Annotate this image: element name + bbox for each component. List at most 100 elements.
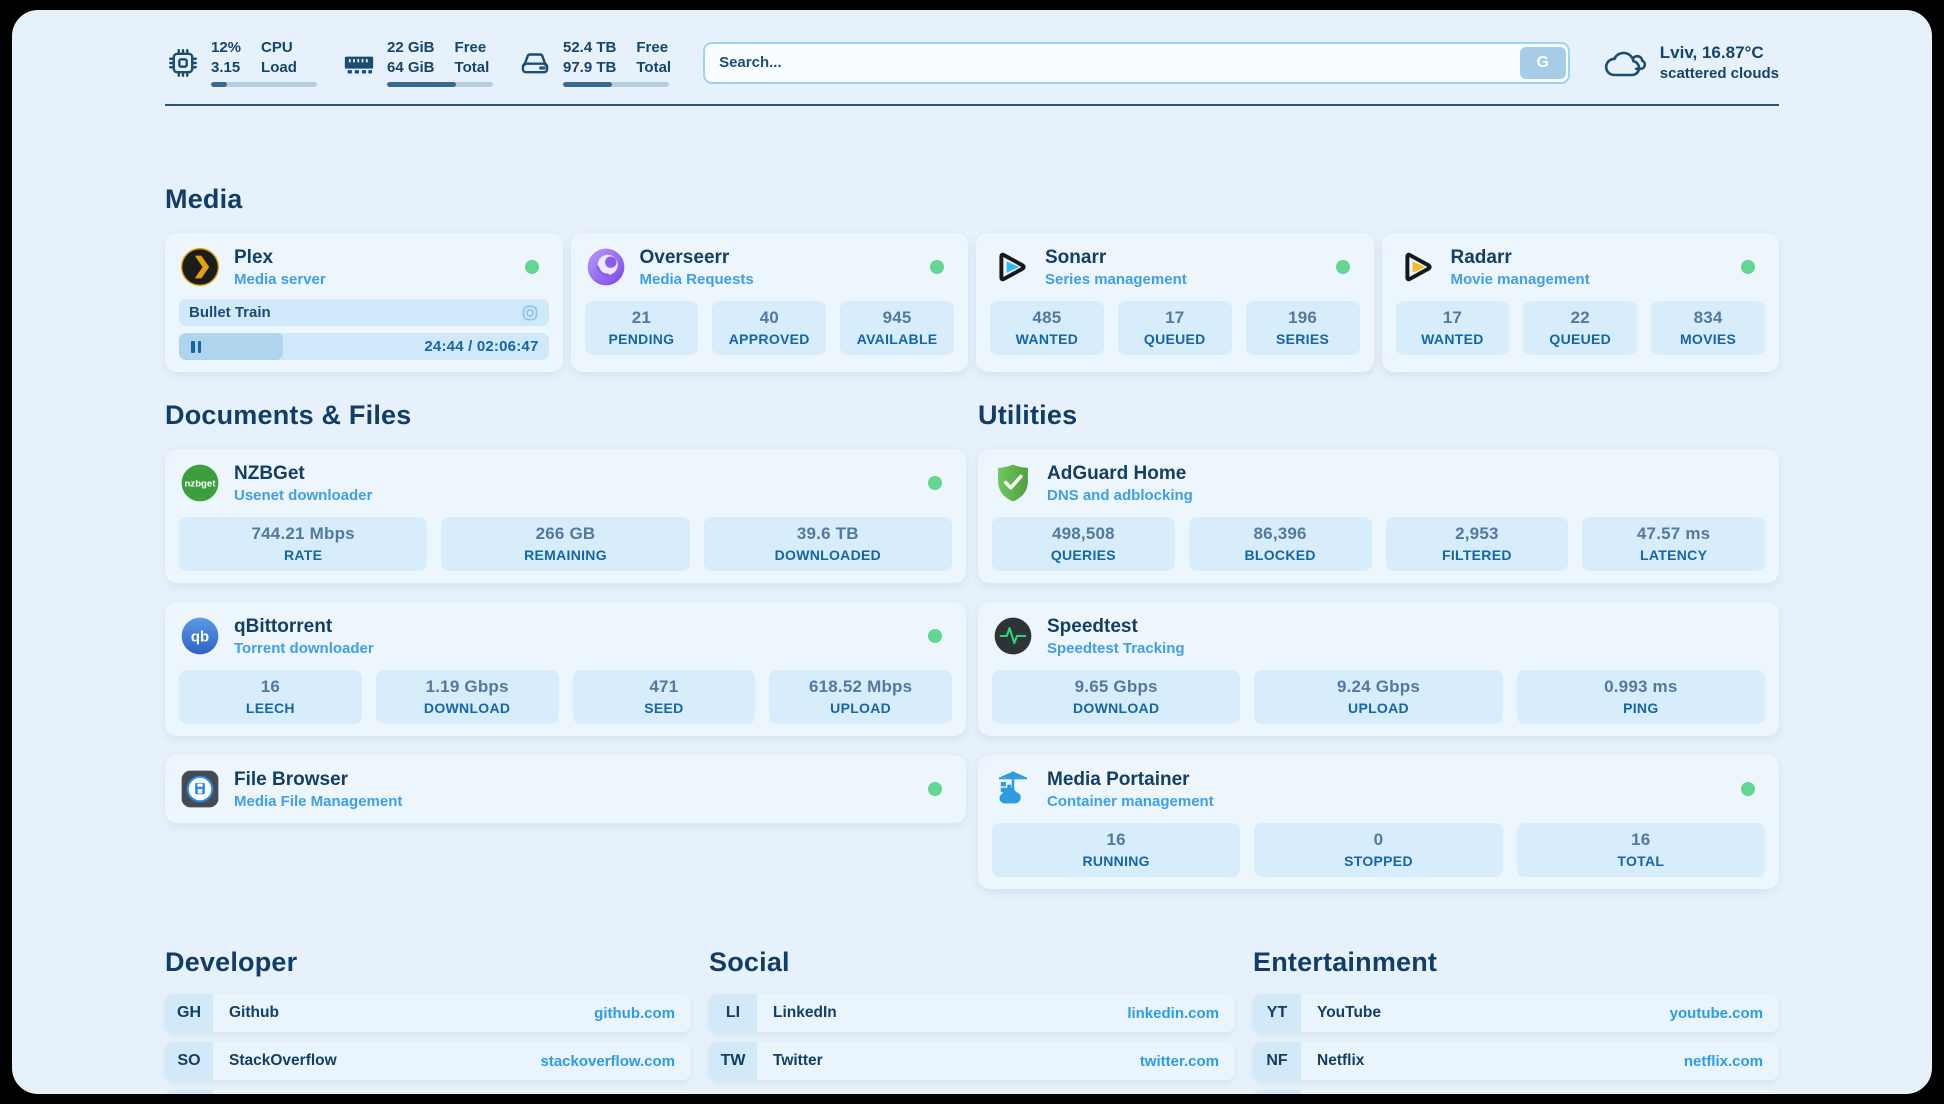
section-title-media: Media: [165, 184, 243, 214]
app-name: Sonarr: [1045, 246, 1107, 268]
cpu-values: 12% 3.15: [211, 39, 242, 76]
app-card-plex[interactable]: Plex Media server Bullet Train: [165, 233, 563, 372]
section-title-entertainment: Entertainment: [1253, 947, 1438, 977]
bookmark-netflix[interactable]: NF Netflix netflix.com: [1253, 1042, 1779, 1080]
bookmark-abbr: LI: [709, 994, 757, 1032]
weather-condition: scattered clouds: [1659, 65, 1779, 82]
system-stats: 12% 3.15 CPU Load: [165, 38, 671, 87]
app-description: Movie management: [1450, 270, 1590, 288]
ram-values: 22 GiB 64 GiB: [387, 39, 435, 76]
stat-tile: 9.24 Gbps UPLOAD: [1254, 670, 1503, 724]
stat-tile: 196 SERIES: [1245, 301, 1360, 355]
stat-tile: 834 MOVIES: [1651, 301, 1765, 355]
bookmark-reddit[interactable]: RE Reddit reddit.com: [1253, 1090, 1779, 1094]
app-description: Media File Management: [234, 792, 403, 810]
stat-tile: 47.57 ms LATENCY: [1582, 517, 1765, 571]
bookmark-abbr: RE: [1253, 1090, 1301, 1094]
stat-tile: 498,508 QUERIES: [992, 517, 1175, 571]
stat-tile: 744.21 Mbps RATE: [179, 517, 428, 571]
cpu-labels: CPU Load: [261, 39, 297, 76]
dashboard-window: 12% 3.15 CPU Load: [12, 10, 1932, 1094]
status-online-dot: [928, 782, 942, 796]
bookmark-abbr: YT: [1253, 994, 1301, 1032]
top-bar: 12% 3.15 CPU Load: [165, 10, 1779, 87]
bookmark-youtube[interactable]: YT YouTube youtube.com: [1253, 994, 1779, 1032]
svg-text:qb: qb: [191, 629, 209, 645]
bookmark-group-entertainment: Entertainment YT YouTube youtube.com NF …: [1253, 947, 1779, 1094]
radarr-icon: [1396, 246, 1438, 288]
stat-tile: 17 WANTED: [1395, 301, 1510, 355]
app-card-speedtest[interactable]: Speedtest Speedtest Tracking 9.65 Gbps D…: [978, 602, 1779, 736]
bookmark-url: youtube.com: [1669, 1004, 1763, 1022]
app-name: NZBGet: [234, 462, 305, 484]
status-online-dot: [1741, 782, 1755, 796]
stat-tile: 9.65 Gbps DOWNLOAD: [992, 670, 1241, 724]
stat-tile: 0.993 ms PING: [1516, 670, 1765, 724]
search-input[interactable]: [705, 54, 1520, 71]
stat-tile: 471 SEED: [572, 670, 756, 724]
app-card-adguard[interactable]: AdGuard Home DNS and adblocking 498,508 …: [978, 449, 1779, 583]
app-description: Media Requests: [639, 270, 754, 288]
stat-tile: 86,396 BLOCKED: [1188, 517, 1372, 571]
stat-tile: 39.6 TB DOWNLOADED: [703, 517, 952, 571]
stat-tile: 945 AVAILABLE: [840, 301, 954, 355]
app-card-sonarr[interactable]: Sonarr Series management 485 WANTED 17 Q…: [976, 233, 1374, 372]
bookmark-name: Twitter: [773, 1052, 823, 1069]
now-playing-title: Bullet Train: [189, 304, 271, 321]
portainer-icon: [992, 768, 1034, 810]
svg-text:nzbget: nzbget: [185, 479, 217, 490]
bookmark-github[interactable]: GH Github github.com: [165, 994, 691, 1032]
cpu-icon: [165, 45, 201, 81]
app-card-portainer[interactable]: Media Portainer Container management 16 …: [978, 755, 1779, 889]
ram-icon: [341, 45, 377, 81]
disk-labels: Free Total: [636, 39, 672, 76]
app-card-radarr[interactable]: Radarr Movie management 17 WANTED 22 QUE…: [1381, 233, 1779, 372]
app-name: Media Portainer: [1047, 768, 1190, 790]
app-name: Radarr: [1450, 246, 1512, 268]
bookmark-twitter[interactable]: TW Twitter twitter.com: [709, 1042, 1235, 1080]
bookmark-abbr: TW: [709, 1042, 757, 1080]
weather-widget[interactable]: Lviv, 16.87°C scattered clouds: [1602, 43, 1779, 82]
stat-tile: 16 RUNNING: [992, 823, 1241, 877]
app-card-overseerr[interactable]: Overseerr Media Requests 21 PENDING 40 A…: [570, 233, 968, 372]
search-engine-button[interactable]: G: [1519, 46, 1566, 79]
bookmark-linkedin[interactable]: LI LinkedIn linkedin.com: [709, 994, 1235, 1032]
app-name: Overseerr: [639, 246, 730, 268]
session-info-icon[interactable]: [521, 304, 539, 322]
app-name: Plex: [234, 246, 274, 268]
disk-values: 52.4 TB 97.9 TB: [563, 39, 617, 76]
app-name: Speedtest: [1047, 615, 1138, 637]
bookmark-stackoverflow[interactable]: SO StackOverflow stackoverflow.com: [165, 1042, 691, 1080]
playback-time: 24:44 / 02:06:47: [424, 338, 539, 355]
disk-icon: [517, 45, 553, 81]
bookmark-url: twitter.com: [1139, 1052, 1219, 1070]
stat-tile: 618.52 Mbps UPLOAD: [769, 670, 952, 724]
adguard-icon: [992, 462, 1034, 504]
app-description: DNS and adblocking: [1047, 486, 1193, 504]
status-online-dot: [524, 260, 539, 274]
section-title-documents: Documents & Files: [165, 400, 412, 430]
app-card-filebrowser[interactable]: File Browser Media File Management: [165, 755, 966, 823]
app-description: Media server: [234, 270, 326, 288]
bookmark-abbr: SO: [165, 1042, 213, 1080]
stat-tile: 21 PENDING: [584, 301, 699, 355]
app-name: qBittorrent: [234, 615, 333, 637]
section-title-developer: Developer: [165, 947, 298, 977]
app-card-nzbget[interactable]: nzbget NZBGet Usenet downloader 744.21 M…: [165, 449, 966, 583]
sonarr-icon: [990, 246, 1032, 288]
playback-progress-bar[interactable]: 24:44 / 02:06:47: [179, 333, 549, 360]
cloud-icon: [1602, 44, 1648, 82]
pause-icon[interactable]: [191, 340, 201, 353]
overseerr-icon: [585, 246, 627, 288]
nzbget-icon: nzbget: [179, 462, 221, 504]
stat-tile: 16 TOTAL: [1516, 823, 1765, 877]
status-online-dot: [1335, 260, 1350, 274]
bookmark-url: github.com: [594, 1004, 675, 1022]
app-card-qbittorrent[interactable]: qb qBittorrent Torrent downloader 16 LEE…: [165, 602, 966, 736]
stat-tile: 1.19 Gbps DOWNLOAD: [375, 670, 559, 724]
bookmark-dev[interactable]: DT DEV dev.to: [165, 1090, 691, 1094]
bookmark-abbr: DT: [165, 1090, 213, 1094]
cpu-stat: 12% 3.15 CPU Load: [165, 38, 317, 87]
app-name: AdGuard Home: [1047, 462, 1187, 484]
